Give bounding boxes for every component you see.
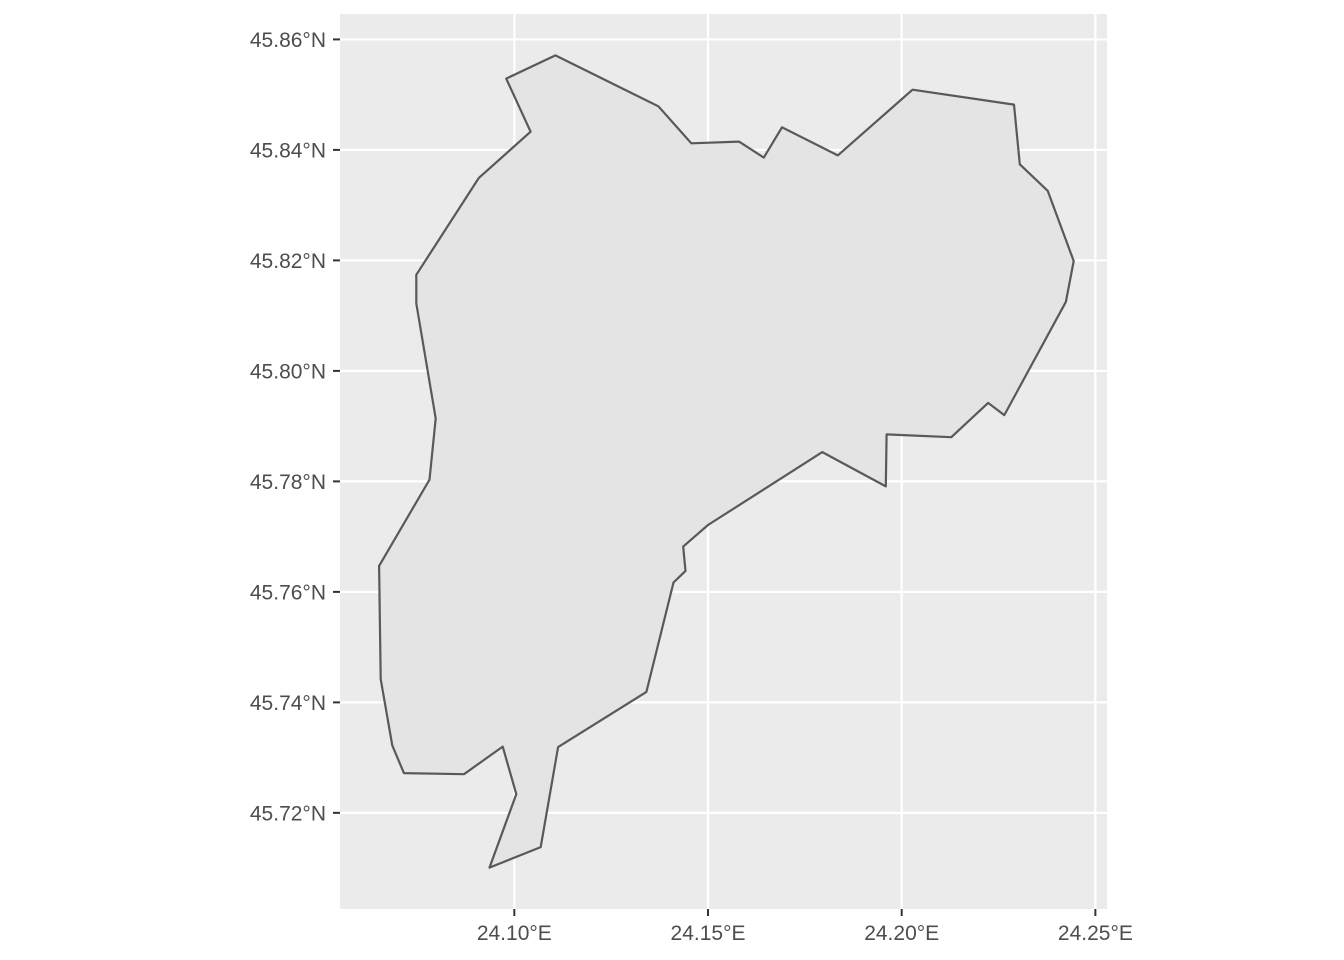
y-tick-label: 45.72°N [250,802,326,825]
y-tick-label: 45.74°N [250,692,326,715]
y-tick-label: 45.82°N [250,250,326,273]
y-tick-label: 45.78°N [250,471,326,494]
region-layer [378,54,1075,869]
x-tick-label: 24.10°E [477,922,552,945]
y-axis: 45.72°N 45.74°N 45.76°N 45.78°N 45.80°N … [250,29,326,825]
x-axis: 24.10°E 24.15°E 24.20°E 24.25°E [477,922,1133,945]
x-tick-label: 24.15°E [671,922,746,945]
y-tick-label: 45.76°N [250,581,326,604]
y-tick-label: 45.86°N [250,29,326,52]
x-tick-label: 24.20°E [864,922,939,945]
y-tick-label: 45.80°N [250,360,326,383]
x-tick-label: 24.25°E [1058,922,1133,945]
region-polygon [378,54,1075,869]
x-tick-marks [513,909,1097,916]
y-tick-label: 45.84°N [250,139,326,162]
y-tick-marks [333,38,340,814]
